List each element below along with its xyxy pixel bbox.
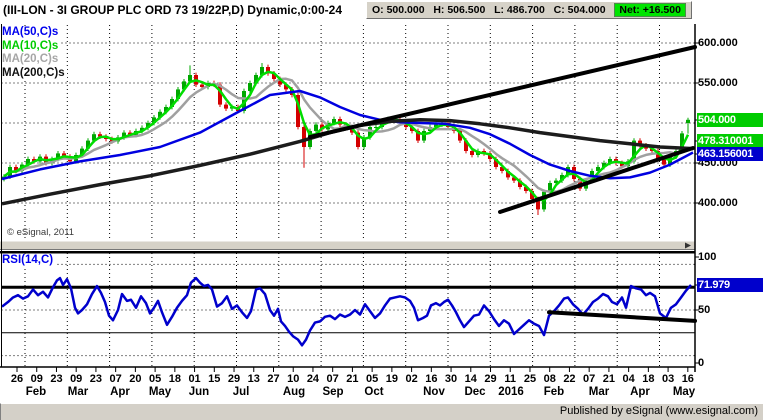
status-bar: Published by eSignal (www.esignal.com) — [0, 403, 764, 420]
ma-indicator-labels: MA(50,C)s MA(10,C)s MA(20,C)s MA(200,C)s — [2, 26, 67, 80]
chart-title: (III-LON - 3I GROUP PLC ORD 73 19/22P,D)… — [3, 3, 342, 17]
indicator-label-ma10: MA(10,C)s — [2, 39, 61, 53]
indicator-label-ma200: MA(200,C)s — [2, 66, 67, 80]
quote-close: C: 504.000 — [553, 4, 606, 16]
indicator-label-ma20: MA(20,C)s — [2, 53, 61, 67]
indicator-label-ma50: MA(50,C)s — [2, 26, 61, 40]
quote-net-badge: Net: +16.500 — [614, 3, 686, 17]
copyright-note: © eSignal, 2011 — [7, 227, 75, 238]
quote-panel: O: 500.000 H: 506.500 L: 486.700 C: 504.… — [366, 1, 692, 19]
quote-high: H: 506.500 — [433, 4, 486, 16]
pane-splitter[interactable] — [0, 240, 695, 252]
quote-low: L: 486.700 — [494, 4, 545, 16]
quote-open: O: 500.000 — [372, 4, 425, 16]
publisher-note: Published by eSignal (www.esignal.com) — [559, 405, 758, 417]
rsi-indicator-label: RSI(14,C) — [2, 254, 56, 266]
